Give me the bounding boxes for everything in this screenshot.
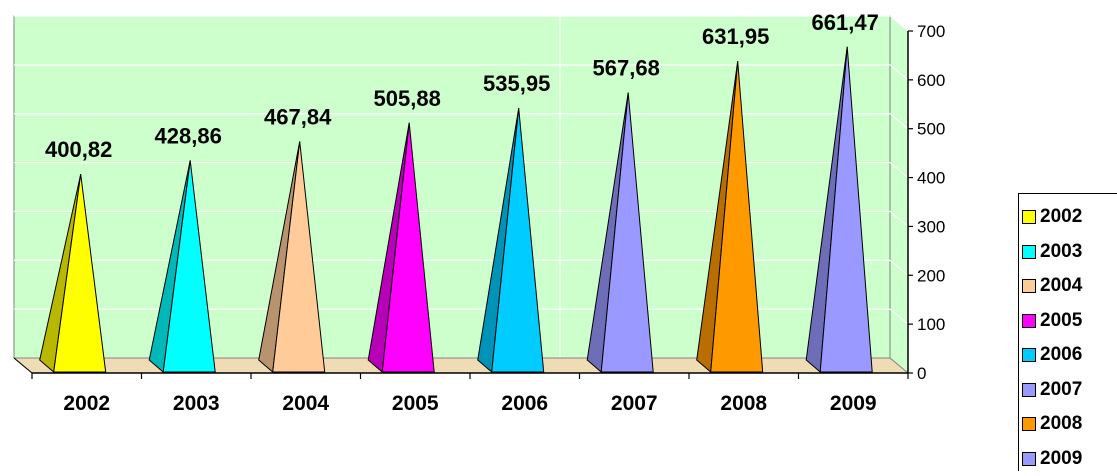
legend-label: 2009 (1040, 448, 1082, 470)
x-category-label: 2003 (173, 392, 220, 415)
legend-swatch (1022, 245, 1036, 259)
data-label: 400,82 (45, 137, 112, 162)
legend-label: 2006 (1040, 344, 1082, 366)
x-category-labels: 2002 2003 2004 2005 2006 2007 2008 2009 (63, 392, 876, 415)
x-category-label: 2002 (63, 392, 110, 415)
legend: 2002 2003 2004 2005 2006 2007 2008 2009 (1018, 193, 1117, 471)
x-category-label: 2009 (830, 392, 877, 415)
legend-label: 2002 (1040, 206, 1082, 228)
data-label: 467,84 (264, 104, 332, 129)
data-label: 631,95 (702, 24, 769, 49)
chart-floor (14, 358, 908, 373)
x-category-label: 2004 (282, 392, 329, 415)
legend-swatch (1022, 452, 1036, 466)
x-category-label: 2008 (720, 392, 767, 415)
legend-item: 2006 (1019, 338, 1117, 373)
legend-swatch (1022, 417, 1036, 431)
y-tick-label: 700 (917, 22, 945, 41)
data-label: 661,47 (812, 10, 879, 35)
y-tick-label: 600 (917, 71, 945, 90)
x-category-label: 2007 (611, 392, 658, 415)
y-tick-label: 0 (917, 364, 926, 383)
x-category-label: 2005 (392, 392, 439, 415)
y-tick-label: 300 (917, 217, 945, 236)
y-tick-label: 500 (917, 120, 945, 139)
y-tick-label: 400 (917, 169, 945, 188)
legend-item: 2008 (1019, 407, 1117, 442)
legend-label: 2007 (1040, 379, 1082, 401)
data-label: 428,86 (155, 123, 222, 148)
legend-item: 2004 (1019, 269, 1117, 304)
legend-label: 2004 (1040, 275, 1082, 297)
y-tick-label: 100 (917, 315, 945, 334)
legend-label: 2003 (1040, 241, 1082, 263)
floor (14, 358, 908, 373)
chart-wall (14, 16, 908, 373)
legend-swatch (1022, 314, 1036, 328)
legend-swatch (1022, 348, 1036, 362)
legend-label: 2005 (1040, 310, 1082, 332)
legend-item: 2002 (1019, 200, 1117, 235)
legend-swatch (1022, 279, 1036, 293)
legend-label: 2008 (1040, 413, 1082, 435)
legend-swatch (1022, 383, 1036, 397)
legend-item: 2007 (1019, 373, 1117, 408)
back-wall (14, 16, 890, 358)
side-wall (890, 16, 908, 373)
y-tick-labels: 0 100 200 300 400 500 600 700 (917, 22, 945, 383)
legend-item: 2003 (1019, 235, 1117, 270)
data-label: 535,95 (483, 71, 550, 96)
data-label: 567,68 (593, 56, 660, 81)
legend-swatch (1022, 210, 1036, 224)
legend-item: 2005 (1019, 304, 1117, 339)
data-label: 505,88 (374, 86, 441, 111)
x-category-label: 2006 (501, 392, 548, 415)
y-tick-label: 200 (917, 266, 945, 285)
